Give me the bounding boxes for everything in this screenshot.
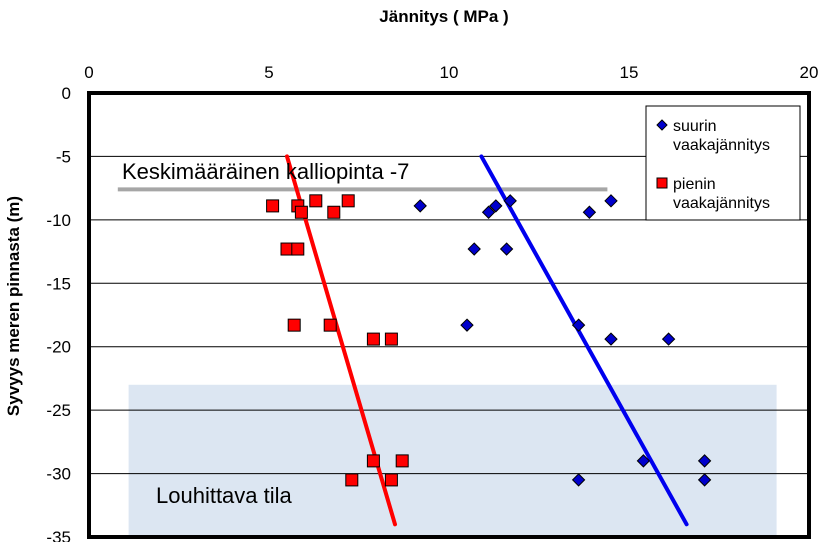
point-0-1 bbox=[481, 205, 496, 219]
point-0-15 bbox=[697, 473, 712, 487]
point-1-3 bbox=[309, 194, 323, 208]
point-0-2 bbox=[489, 199, 503, 213]
point-0-7 bbox=[499, 242, 514, 256]
point-1-9 bbox=[323, 318, 337, 332]
point-1-14 bbox=[345, 473, 359, 487]
point-1-11 bbox=[384, 332, 398, 346]
y-tick-label-0: 0 bbox=[62, 84, 71, 103]
y-tick-label-3: -15 bbox=[46, 274, 71, 293]
point-0-4 bbox=[582, 205, 597, 219]
legend-label-pienin-2: vaakajännitys bbox=[673, 195, 770, 212]
y-tick-label-5: -25 bbox=[46, 401, 71, 420]
legend-box bbox=[645, 105, 801, 221]
x-tick-label-1: 5 bbox=[264, 63, 273, 82]
point-0-10 bbox=[604, 332, 618, 346]
bedrock-surface-label: Keskimääräinen kalliopinta -7 bbox=[122, 159, 409, 184]
point-0-0 bbox=[413, 199, 427, 213]
y-tick-label-7: -35 bbox=[46, 528, 71, 542]
legend-square-icon bbox=[656, 177, 668, 189]
y-tick-label-6: -30 bbox=[46, 465, 71, 484]
y-axis-label: Syvyys meren pinnasta (m) bbox=[4, 196, 23, 416]
point-0-9 bbox=[571, 318, 586, 332]
point-1-0 bbox=[266, 199, 280, 213]
point-0-14 bbox=[571, 473, 586, 487]
plot-frame bbox=[87, 91, 811, 539]
y-tick-label-4: -20 bbox=[46, 338, 71, 357]
point-0-5 bbox=[604, 194, 618, 208]
legend-label-suurin-2: vaakajännitys bbox=[673, 137, 770, 154]
point-1-6 bbox=[280, 242, 294, 256]
point-1-7 bbox=[291, 242, 305, 256]
point-0-11 bbox=[661, 332, 676, 346]
trend-line-1 bbox=[479, 154, 689, 527]
legend-diamond-icon bbox=[656, 119, 668, 131]
point-0-6 bbox=[467, 242, 481, 256]
point-1-2 bbox=[294, 205, 308, 219]
point-1-10 bbox=[366, 332, 380, 346]
point-1-8 bbox=[287, 318, 301, 332]
x-tick-label-4: 20 bbox=[800, 63, 819, 82]
data-points bbox=[266, 194, 712, 487]
point-0-13 bbox=[697, 454, 712, 468]
y-tick-label-1: -5 bbox=[56, 147, 71, 166]
legend: suurin vaakajännitys pienin vaakajännity… bbox=[645, 105, 801, 221]
point-0-3 bbox=[503, 194, 517, 208]
point-1-5 bbox=[341, 194, 355, 208]
point-1-13 bbox=[395, 454, 409, 468]
point-1-12 bbox=[366, 454, 380, 468]
point-0-8 bbox=[460, 318, 474, 332]
point-0-12 bbox=[636, 454, 651, 468]
x-tick-label-0: 0 bbox=[84, 63, 93, 82]
chart-title: Jännitys ( MPa ) bbox=[379, 7, 508, 26]
legend-label-suurin-1: suurin bbox=[673, 118, 717, 135]
y-tick-labels: 0 -5 -10 -15 -20 -25 -30 -35 bbox=[46, 84, 71, 542]
x-tick-label-3: 15 bbox=[620, 63, 639, 82]
legend-label-pienin-1: pienin bbox=[673, 176, 716, 193]
point-1-4 bbox=[327, 205, 341, 219]
x-tick-labels: 0 5 10 15 20 bbox=[84, 63, 818, 82]
point-1-15 bbox=[384, 473, 398, 487]
excavation-area-label: Louhittava tila bbox=[156, 483, 293, 508]
x-tick-label-2: 10 bbox=[440, 63, 459, 82]
y-tick-label-2: -10 bbox=[46, 211, 71, 230]
